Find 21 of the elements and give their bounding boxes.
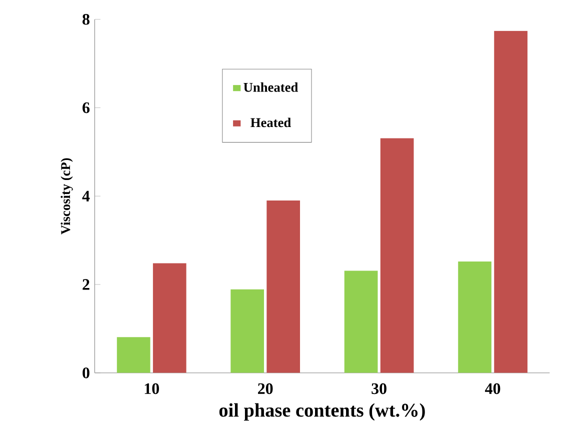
- bar: [266, 200, 300, 373]
- x-axis-title: oil phase contents (wt.%): [219, 403, 425, 421]
- bar: [494, 30, 528, 373]
- y-tick-label: 8: [82, 14, 90, 25]
- x-tick-label: 30: [372, 383, 386, 394]
- bar: [344, 270, 378, 373]
- legend-label: Unheated: [244, 82, 298, 92]
- x-tick-label: 20: [258, 383, 273, 394]
- x-tick-label: 10: [144, 383, 159, 394]
- x-tick-label: 40: [484, 383, 500, 394]
- bar: [458, 262, 492, 373]
- y-tick-label: 0: [82, 368, 90, 378]
- legend-label: Heated: [250, 118, 291, 128]
- y-tick-label: 2: [82, 279, 90, 290]
- bar: [380, 138, 414, 373]
- y-axis-title: Viscosity (cP): [60, 158, 73, 234]
- y-tick-label: 4: [82, 190, 90, 202]
- bar: [116, 337, 150, 373]
- y-tick-label: 6: [82, 102, 90, 114]
- bar: [152, 263, 186, 373]
- bar: [230, 289, 264, 373]
